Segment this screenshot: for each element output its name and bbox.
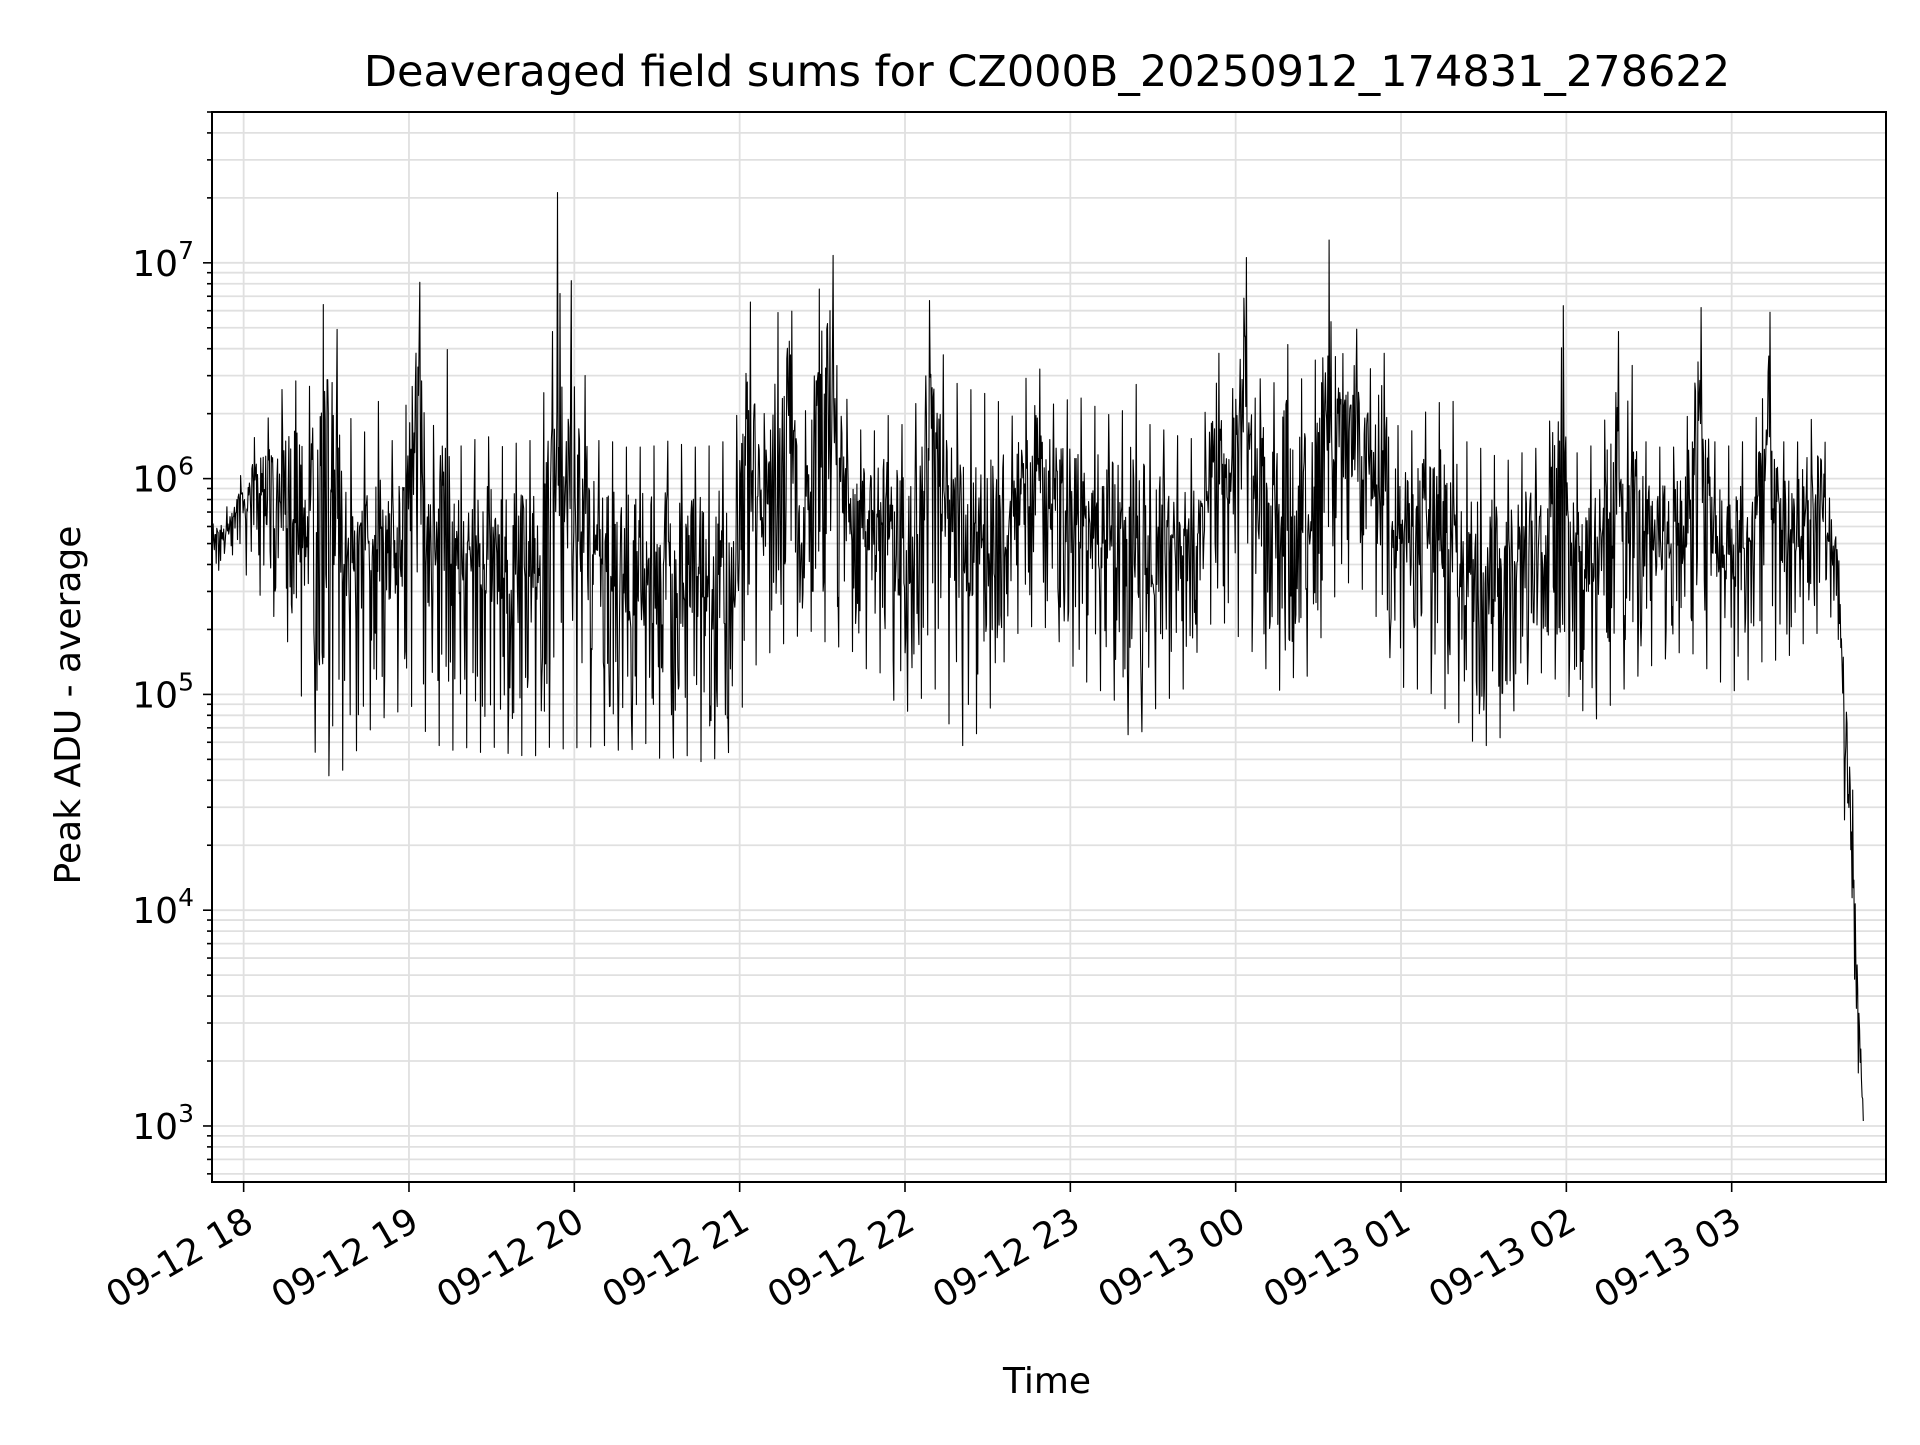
series-layer — [212, 192, 1864, 1122]
series-line-0 — [212, 192, 1864, 1122]
y-axis: 103 104 105 106 107 — [132, 111, 212, 1175]
y-tick-label: 107 — [132, 236, 194, 285]
grid — [212, 111, 1886, 1182]
chart-title: Deaveraged field sums for CZ000B_2025091… — [364, 47, 1730, 97]
y-tick-label: 105 — [132, 667, 194, 716]
y-tick-label: 104 — [132, 883, 194, 932]
y-tick-label: 106 — [132, 452, 194, 501]
y-axis-label: Peak ADU - average — [48, 526, 89, 885]
y-tick-label: 103 — [132, 1099, 194, 1148]
plot-frame — [211, 111, 1887, 1183]
x-axis-label: Time — [1002, 1361, 1091, 1402]
